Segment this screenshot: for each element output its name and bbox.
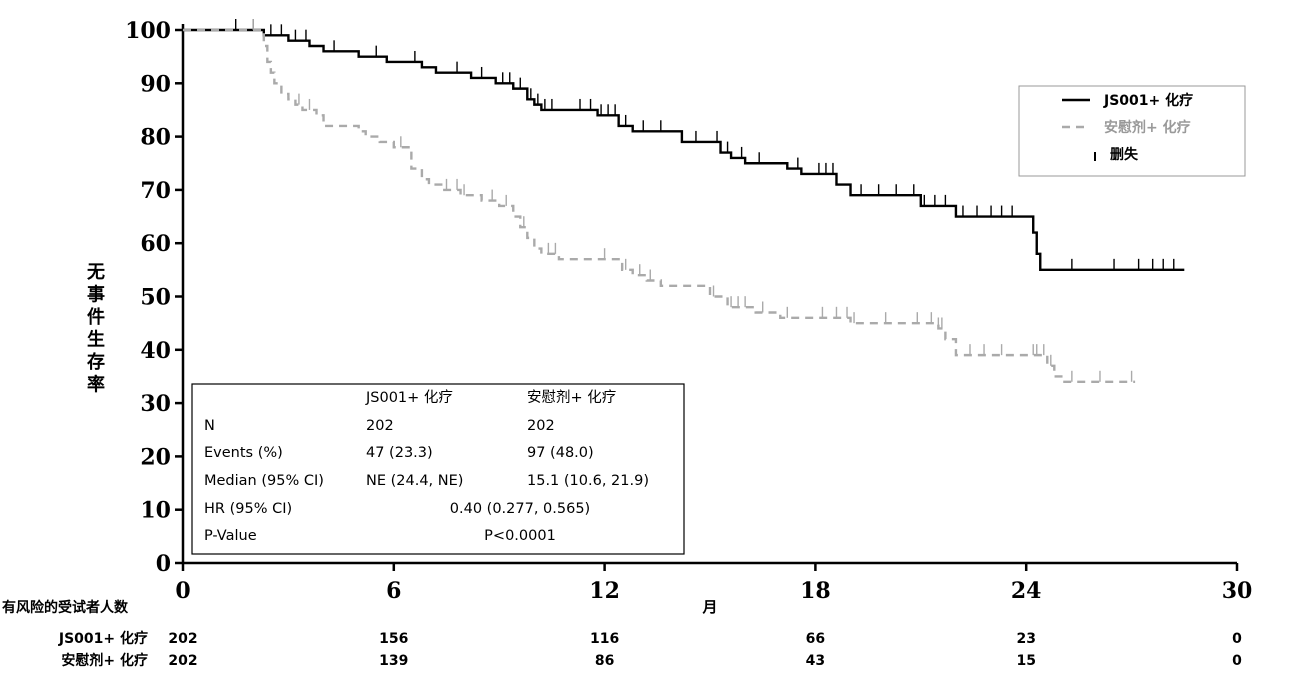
stats-hr-value: 0.40 (0.277, 0.565): [450, 501, 590, 517]
risk-count: 0: [1232, 653, 1242, 669]
risk-count: 0: [1232, 631, 1242, 647]
stats-row-label: Events (%): [204, 445, 283, 461]
x-ticks: 0 6 12 18 24 30: [175, 563, 1252, 604]
stats-col-header-placebo: 安慰剂+ 化疗: [527, 389, 616, 406]
stats-cell: 47 (23.3): [366, 445, 433, 461]
y-tick-label: 70: [140, 178, 171, 204]
stats-cell: NE (24.4, NE): [366, 473, 463, 489]
js001-curve: [183, 28, 1185, 272]
js001-censor-marks: [234, 19, 1175, 270]
risk-row-label-js001: JS001+ 化疗: [58, 630, 148, 647]
x-tick-label: 30: [1222, 578, 1253, 604]
stats-cell: 202: [366, 418, 394, 434]
stats-hr-label: HR (95% CI): [204, 501, 292, 517]
stats-col-header-js001: JS001+ 化疗: [365, 389, 453, 406]
y-ticks: 0 10 20 30 40 50 60 70 80 90 100: [125, 18, 183, 577]
x-tick-label: 24: [1011, 578, 1042, 604]
stats-row-label: Median (95% CI): [204, 473, 324, 489]
risk-row-label-placebo: 安慰剂+ 化疗: [61, 652, 148, 669]
y-axis-label: 无事件生存率: [87, 262, 105, 396]
legend-label-censor: 删失: [1110, 146, 1139, 163]
legend-label-js001: JS001+ 化疗: [1103, 92, 1193, 109]
y-tick-label: 40: [140, 338, 171, 364]
placebo-censor-marks: [252, 19, 1133, 382]
risk-count: 139: [379, 653, 408, 669]
risk-count: 202: [168, 631, 197, 647]
y-tick-label: 50: [140, 285, 171, 311]
risk-count: 202: [168, 653, 197, 669]
x-tick-label: 12: [589, 578, 620, 604]
risk-count: 15: [1016, 653, 1035, 669]
stats-cell: 15.1 (10.6, 21.9): [527, 473, 649, 489]
x-tick-label: 18: [800, 578, 831, 604]
stats-p-label: P-Value: [204, 528, 257, 544]
x-axis-label: 月: [701, 598, 717, 616]
placebo-curve: [183, 28, 1136, 383]
legend-label-placebo: 安慰剂+ 化疗: [1104, 119, 1191, 136]
risk-count: 116: [590, 631, 619, 647]
risk-count: 66: [806, 631, 825, 647]
risk-table-title: 有风险的受试者人数: [2, 599, 129, 616]
stats-table: JS001+ 化疗 安慰剂+ 化疗 N 202 202 Events (%) 4…: [191, 383, 685, 555]
y-tick-label: 80: [140, 125, 171, 151]
y-tick-label: 0: [156, 551, 171, 577]
risk-count: 86: [595, 653, 614, 669]
x-tick-label: 0: [175, 578, 190, 604]
y-tick-label: 60: [140, 231, 171, 257]
risk-table: 有风险的受试者人数 JS001+ 化疗 安慰剂+ 化疗 202 156 116 66 2…: [2, 599, 1242, 669]
stats-box: [191, 383, 685, 555]
y-tick-label: 30: [140, 391, 171, 417]
stats-cell: 97 (48.0): [527, 445, 594, 461]
risk-counts: 202 156 116 66 23 0 202 139 86 43 15 0: [168, 631, 1242, 669]
y-tick-label: 10: [140, 498, 171, 524]
risk-count: 156: [379, 631, 408, 647]
risk-count: 43: [806, 653, 825, 669]
x-tick-label: 6: [386, 578, 401, 604]
risk-count: 23: [1016, 631, 1035, 647]
stats-cell: 202: [527, 418, 555, 434]
stats-p-value: P<0.0001: [484, 528, 556, 544]
y-tick-label: 100: [125, 18, 171, 44]
legend: JS001+ 化疗 安慰剂+ 化疗 删失: [1018, 85, 1246, 177]
survival-curves: [183, 19, 1185, 383]
y-tick-label: 20: [140, 444, 171, 470]
y-tick-label: 90: [140, 71, 171, 97]
legend-box: [1018, 85, 1246, 177]
stats-row-label: N: [204, 418, 215, 434]
